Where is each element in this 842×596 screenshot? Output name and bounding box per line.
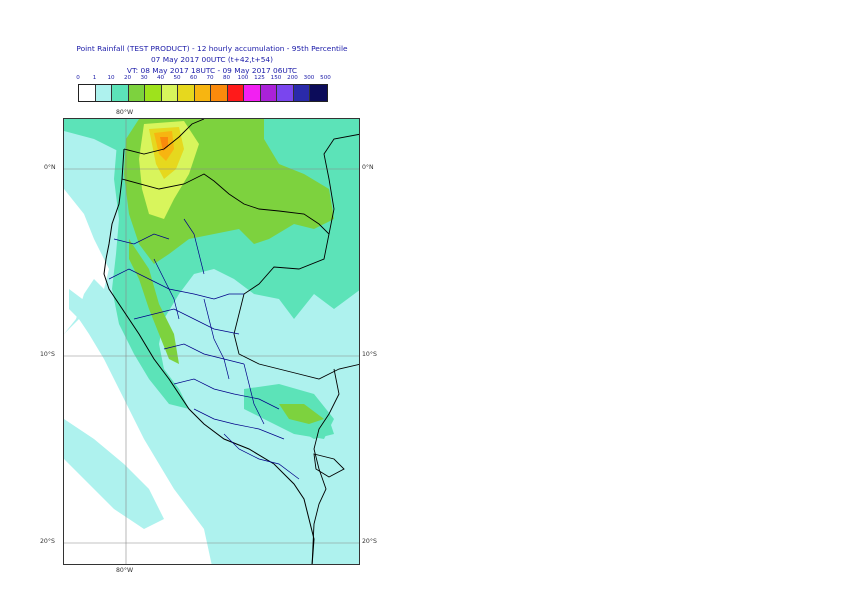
title-line-1: Point Rainfall (TEST PRODUCT) - 12 hourl… bbox=[76, 44, 348, 53]
title-line-3: VT: 08 May 2017 18UTC - 09 May 2017 06UT… bbox=[126, 66, 298, 76]
legend-swatch-12 bbox=[277, 85, 294, 101]
lake-titicaca bbox=[313, 453, 345, 478]
legend-threshold-0: 0 bbox=[76, 75, 80, 81]
ocean-no-rain-west bbox=[64, 119, 109, 334]
legend-swatch-10 bbox=[244, 85, 261, 101]
legend-threshold-6: 50 bbox=[173, 75, 181, 81]
color-legend bbox=[78, 84, 328, 102]
lat-label-20s-right: 20°S bbox=[362, 538, 377, 545]
title-line-2: 07 May 2017 00UTC (t+42,t+54) bbox=[150, 55, 274, 65]
region-border-6 bbox=[193, 408, 285, 440]
rain-field-30mm-ridge bbox=[129, 239, 179, 364]
legend-threshold-8: 70 bbox=[206, 75, 214, 81]
lat-label-0n-left: 0°N bbox=[44, 164, 56, 171]
legend-threshold-14: 300 bbox=[303, 75, 315, 81]
lon-label-top: 80°W bbox=[116, 109, 134, 116]
region-border-2 bbox=[108, 268, 215, 300]
lat-label-10s-left: 10°S bbox=[40, 351, 55, 358]
legend-threshold-12: 150 bbox=[270, 75, 282, 81]
legend-swatch-7 bbox=[194, 85, 211, 101]
region-border-9 bbox=[203, 298, 230, 380]
peru-brazil-border bbox=[121, 173, 359, 380]
legend-swatch-9 bbox=[227, 85, 244, 101]
region-border-7 bbox=[223, 433, 300, 480]
ocean-no-rain-strip bbox=[64, 319, 212, 564]
colombia-brazil-border bbox=[323, 133, 359, 235]
legend-swatch-13 bbox=[293, 85, 310, 101]
legend-threshold-labels: 0 1 10 20 30 40 50 60 70 80 100 125 150 200 300 500 bbox=[76, 75, 348, 84]
legend-threshold-2: 10 bbox=[107, 75, 115, 81]
legend-threshold-4: 30 bbox=[140, 75, 148, 81]
legend-threshold-3: 20 bbox=[123, 75, 132, 81]
region-border-8 bbox=[153, 258, 180, 320]
legend-swatch-4 bbox=[145, 85, 162, 101]
legend-swatch-0 bbox=[79, 85, 96, 101]
legend-threshold-15: 500 bbox=[320, 75, 331, 81]
legend-swatch-3 bbox=[128, 85, 145, 101]
ocean-rain-streak-2 bbox=[64, 419, 164, 529]
colombia-ecuador-border bbox=[123, 119, 205, 155]
legend-threshold-10: 100 bbox=[237, 75, 249, 81]
legend-swatch-1 bbox=[95, 85, 112, 101]
rainfall-map bbox=[64, 119, 359, 564]
map-title: Point Rainfall (TEST PRODUCT) - 12 hourl… bbox=[0, 43, 424, 77]
region-border-12 bbox=[213, 293, 244, 300]
legend-swatch-2 bbox=[112, 85, 129, 101]
region-border-10 bbox=[243, 363, 265, 425]
lat-label-0n-right: 0°N bbox=[362, 164, 374, 171]
legend-threshold-7: 60 bbox=[189, 75, 198, 81]
legend-swatch-14 bbox=[310, 85, 327, 101]
lat-label-10s-right: 10°S bbox=[362, 351, 377, 358]
country-borders bbox=[121, 119, 359, 564]
legend-threshold-9: 80 bbox=[222, 75, 231, 81]
region-border-1 bbox=[113, 233, 170, 245]
region-border-3 bbox=[133, 308, 240, 335]
region-border-4 bbox=[163, 343, 245, 365]
lat-label-20s-left: 20°S bbox=[40, 538, 55, 545]
region-borders bbox=[108, 218, 300, 480]
legend-swatch-8 bbox=[211, 85, 228, 101]
legend-threshold-13: 200 bbox=[287, 75, 298, 81]
peru-bolivia-border bbox=[311, 368, 340, 564]
legend-threshold-11: 125 bbox=[254, 75, 265, 81]
coastline bbox=[103, 148, 315, 564]
legend-swatch-6 bbox=[178, 85, 195, 101]
lon-label-bottom: 80°W bbox=[116, 567, 134, 574]
rain-field-30mm-patch bbox=[279, 404, 324, 424]
ocean-rain-streak-1 bbox=[69, 289, 104, 339]
map-panel bbox=[63, 118, 360, 565]
region-border-5 bbox=[173, 378, 280, 410]
legend-threshold-5: 40 bbox=[156, 75, 165, 81]
legend-threshold-1: 1 bbox=[92, 75, 97, 81]
legend-swatch-5 bbox=[161, 85, 178, 101]
region-border-11 bbox=[183, 218, 205, 275]
legend-swatch-11 bbox=[260, 85, 277, 101]
